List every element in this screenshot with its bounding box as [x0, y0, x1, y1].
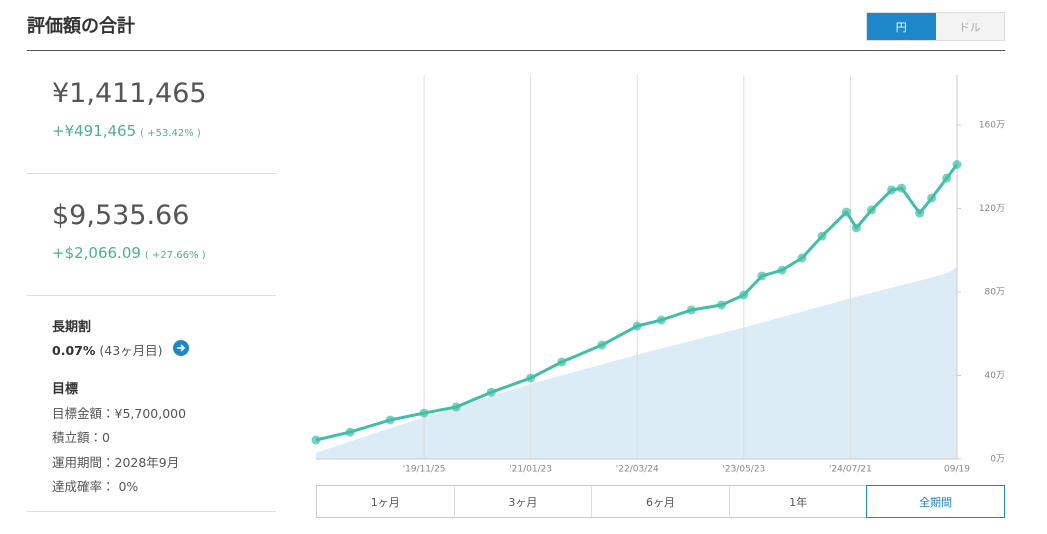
arrow-button[interactable] [173, 340, 189, 356]
usd-gain: +$2,066.09 [52, 244, 141, 262]
y-tick-label: 0万 [990, 455, 1005, 465]
x-tick-label: '24/07/21 [829, 465, 872, 475]
separator [27, 511, 276, 512]
valuation-point [345, 427, 355, 437]
range-button[interactable]: 1ヶ月 [317, 486, 455, 517]
valuation-point [841, 207, 851, 217]
yen-total: ¥1,411,465 [52, 78, 207, 109]
valuation-point [597, 340, 607, 350]
discount-rate: 0.07% [52, 343, 96, 358]
goal-item: 達成確率： 0% [52, 479, 139, 494]
range-button[interactable]: 全期間 [866, 485, 1005, 518]
valuation-point [887, 185, 897, 195]
divider [27, 50, 1005, 51]
usd-total: $9,535.66 [52, 200, 190, 231]
valuation-point [656, 315, 666, 325]
y-tick-label: 40万 [985, 371, 1005, 381]
range-button[interactable]: 3ヶ月 [455, 486, 593, 517]
valuation-point [557, 357, 567, 367]
separator [27, 173, 276, 174]
valuation-point [797, 253, 807, 263]
valuation-point [526, 373, 536, 383]
yen-gain-pct: ( +53.42% ) [140, 128, 201, 139]
valuation-point [927, 193, 937, 203]
x-tick-label: '22/03/24 [616, 465, 659, 475]
x-tick-label: 09/19 [944, 465, 970, 475]
goal-item: 目標金額：¥5,700,000 [52, 406, 187, 421]
goal-item: 積立額：0 [52, 430, 110, 445]
usd-gain-row: +$2,066.09( +27.66% ) [52, 244, 206, 262]
valuation-point [851, 223, 861, 233]
currency-toggle: 円 ドル [866, 12, 1005, 41]
range-button[interactable]: 1年 [730, 486, 868, 517]
valuation-point [385, 415, 395, 425]
x-tick-label: '19/11/25 [403, 465, 446, 475]
y-tick-label: 120万 [979, 204, 1005, 214]
goal-heading: 目標 [52, 382, 79, 397]
valuation-point [942, 173, 952, 183]
yen-gain-row: +¥491,465( +53.42% ) [52, 122, 201, 140]
valuation-point [451, 402, 461, 412]
valuation-point [757, 271, 767, 281]
usd-gain-pct: ( +27.66% ) [144, 250, 206, 261]
valuation-point [952, 160, 962, 170]
goal-item: 運用期間：2028年9月 [52, 455, 180, 470]
valuation-point [739, 290, 749, 300]
yen-gain: +¥491,465 [52, 122, 137, 140]
discount-row: 0.07% (43ヶ月目) [52, 340, 163, 359]
chart: '19/11/25 '21/01/23 '22/03/24 '23/05/23 '24/… [311, 75, 1005, 475]
valuation-point [777, 265, 787, 275]
y-tick-label: 80万 [985, 288, 1005, 298]
toggle-usd[interactable]: ドル [935, 13, 1004, 40]
y-tick-label: 160万 [979, 121, 1005, 131]
valuation-point [717, 300, 727, 310]
range-buttons: 1ヶ月 3ヶ月 6ヶ月 1年 全期間 [316, 485, 1005, 518]
discount-label: 長期割 [52, 320, 92, 335]
valuation-point [311, 435, 321, 445]
range-button[interactable]: 6ヶ月 [592, 486, 730, 517]
x-tick-label: '23/05/23 [722, 465, 765, 475]
discount-months: (43ヶ月目) [99, 343, 163, 358]
valuation-point [817, 231, 827, 241]
valuation-point [897, 183, 907, 193]
valuation-point [866, 205, 876, 215]
toggle-yen[interactable]: 円 [867, 13, 936, 40]
page-title: 評価額の合計 [27, 16, 135, 37]
valuation-point [419, 408, 429, 418]
valuation-point [915, 208, 925, 218]
separator [27, 295, 276, 296]
invested-area [316, 267, 957, 459]
valuation-point [686, 305, 696, 315]
valuation-point [632, 321, 642, 331]
x-tick-label: '21/01/23 [509, 465, 552, 475]
valuation-point [486, 387, 496, 397]
